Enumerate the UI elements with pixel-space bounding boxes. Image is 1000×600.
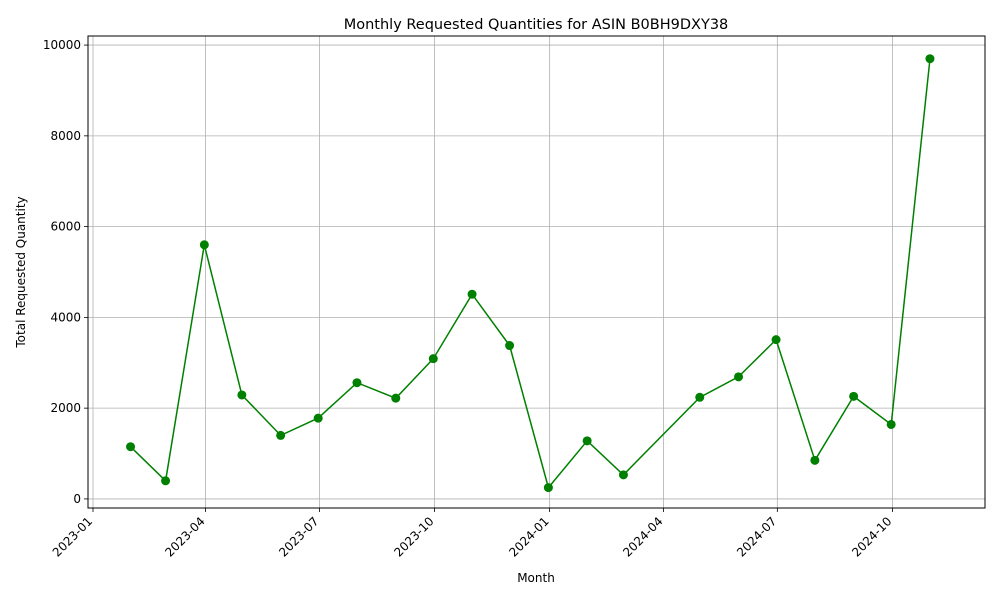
data-point — [161, 476, 171, 486]
data-point — [237, 390, 247, 400]
data-point — [771, 335, 781, 345]
data-point — [199, 240, 209, 250]
data-point — [925, 54, 935, 64]
data-point — [467, 289, 477, 299]
plot-frame — [87, 35, 986, 509]
y-tick-label: 10000 — [43, 38, 81, 52]
data-point — [582, 436, 592, 446]
y-tick-label: 0 — [73, 492, 81, 506]
data-point — [428, 354, 438, 364]
x-axis-label: Month — [517, 571, 555, 585]
data-point — [352, 378, 362, 388]
data-point — [695, 392, 705, 402]
data-point — [126, 442, 136, 452]
data-point — [505, 341, 515, 351]
data-point — [276, 430, 286, 440]
y-tick-label: 2000 — [50, 401, 81, 415]
data-point — [810, 455, 820, 465]
data-point — [886, 419, 896, 429]
y-tick-label: 6000 — [50, 220, 81, 234]
data-point — [391, 393, 401, 403]
data-point — [313, 413, 323, 423]
data-point — [618, 470, 628, 480]
grid-lines — [88, 36, 985, 508]
data-point — [734, 372, 744, 382]
data-point — [543, 483, 553, 493]
chart-title: Monthly Requested Quantities for ASIN B0… — [344, 17, 729, 33]
y-tick-label: 4000 — [50, 310, 81, 324]
y-axis-label: Total Requested Quantity — [14, 196, 28, 348]
series-requested-quantity — [126, 54, 935, 493]
data-point — [849, 391, 859, 401]
y-axis: 0 2000 4000 6000 8000 10000 — [43, 38, 88, 506]
y-tick-label: 8000 — [50, 129, 81, 143]
